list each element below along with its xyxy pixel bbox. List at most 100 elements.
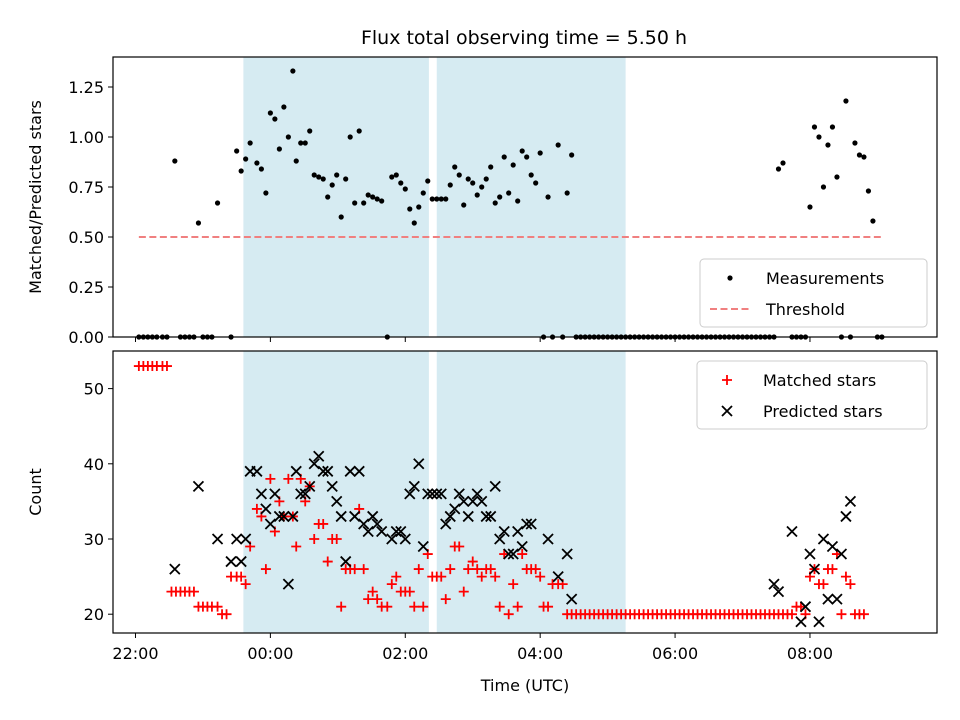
data-point xyxy=(335,510,347,523)
data-point xyxy=(816,134,822,140)
data-point xyxy=(404,488,416,500)
y-axis-label: Matched/Predicted stars xyxy=(26,100,45,294)
legend-box xyxy=(696,360,928,430)
data-point xyxy=(537,150,543,156)
data-point xyxy=(512,601,523,612)
data-point xyxy=(476,495,488,508)
data-point xyxy=(447,182,453,188)
data-point xyxy=(413,564,424,575)
data-point xyxy=(825,142,831,148)
data-point xyxy=(506,190,512,196)
data-point xyxy=(435,488,447,500)
figure-title: Flux total observing time = 5.50 h xyxy=(361,27,687,49)
data-point xyxy=(856,152,863,158)
data-point xyxy=(471,488,483,500)
data-point xyxy=(329,182,335,188)
series-predicted-stars xyxy=(169,450,857,628)
data-point xyxy=(768,578,780,590)
data-point xyxy=(281,104,287,110)
data-point xyxy=(161,361,172,372)
data-point xyxy=(278,510,290,523)
data-point xyxy=(834,174,840,180)
data-point xyxy=(407,206,413,212)
data-point xyxy=(260,503,272,515)
data-point xyxy=(494,533,506,545)
data-point xyxy=(543,601,554,612)
data-point xyxy=(786,609,797,620)
data-point xyxy=(267,110,273,116)
data-point xyxy=(416,204,422,210)
data-point xyxy=(336,601,347,612)
data-point xyxy=(503,548,515,560)
data-point xyxy=(566,593,578,605)
data-point xyxy=(302,140,308,146)
data-point xyxy=(811,124,818,130)
data-point xyxy=(462,510,474,523)
data-point xyxy=(521,518,533,530)
data-point xyxy=(221,609,232,620)
data-point xyxy=(443,196,449,202)
data-point xyxy=(552,570,564,583)
data-point xyxy=(461,202,467,208)
series-matched-stars xyxy=(133,361,869,620)
data-point xyxy=(490,571,501,582)
data-point xyxy=(362,525,374,538)
data-point xyxy=(313,450,325,462)
data-point xyxy=(440,518,452,530)
legend-box xyxy=(699,258,928,328)
data-point xyxy=(440,594,451,605)
y-tick-label: 1.25 xyxy=(68,78,104,97)
data-point xyxy=(434,196,440,202)
data-point xyxy=(817,533,830,545)
data-point xyxy=(340,555,352,568)
data-point xyxy=(480,510,492,523)
data-point xyxy=(836,609,847,620)
x-axis-label: Time (UTC) xyxy=(480,676,569,695)
data-point xyxy=(485,510,497,523)
data-point xyxy=(291,541,302,552)
data-point xyxy=(542,533,554,545)
data-point xyxy=(452,164,458,170)
data-point xyxy=(829,124,836,130)
legend-marker-dot xyxy=(727,275,733,281)
data-point xyxy=(515,198,521,204)
data-point xyxy=(356,128,362,134)
data-point xyxy=(820,184,827,190)
data-point xyxy=(247,140,253,146)
data-point xyxy=(361,200,367,206)
data-point xyxy=(786,525,798,538)
y-tick-label: 0.75 xyxy=(68,178,104,197)
axes-frame xyxy=(112,350,938,634)
data-point xyxy=(533,180,539,186)
data-point xyxy=(472,564,483,575)
data-point xyxy=(808,563,821,575)
data-point xyxy=(438,196,444,202)
data-point xyxy=(411,220,417,226)
data-point xyxy=(251,465,263,477)
legend: Matched stars Predicted stars xyxy=(696,360,928,430)
data-point xyxy=(418,601,429,612)
data-point xyxy=(273,510,286,523)
legend-label: Measurements xyxy=(766,269,884,288)
data-point xyxy=(243,156,249,162)
x-tick-label: 08:00 xyxy=(787,644,833,663)
data-point xyxy=(282,578,295,590)
data-point xyxy=(293,158,299,164)
data-point xyxy=(386,533,398,545)
data-point xyxy=(501,154,507,160)
data-point xyxy=(347,134,353,140)
data-point xyxy=(391,571,402,582)
data-point xyxy=(483,176,489,182)
data-point xyxy=(826,540,839,553)
data-point xyxy=(304,480,316,492)
data-point xyxy=(795,616,807,628)
data-point xyxy=(367,510,379,523)
data-point xyxy=(235,555,247,568)
data-point xyxy=(780,160,786,166)
data-point xyxy=(331,495,343,508)
data-point xyxy=(465,176,471,182)
legend-label: Predicted stars xyxy=(763,402,883,421)
data-point xyxy=(260,564,271,575)
data-point xyxy=(561,548,573,560)
y-tick-label: 1.00 xyxy=(68,128,104,147)
